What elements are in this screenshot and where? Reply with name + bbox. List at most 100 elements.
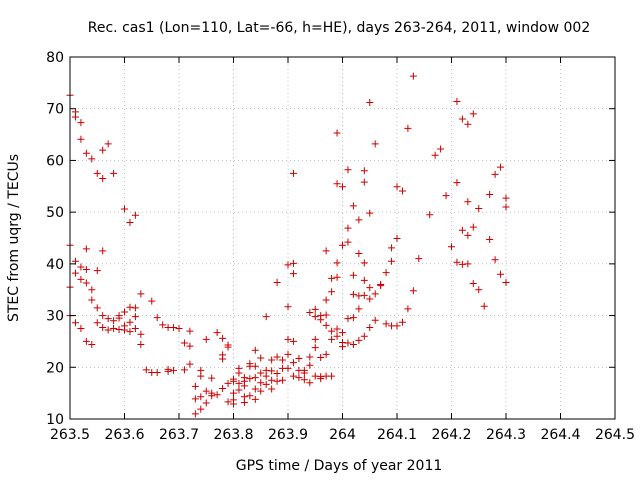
data-point [311,313,319,321]
data-point [382,269,390,277]
data-point [126,328,134,336]
data-point [437,145,445,153]
data-point [448,243,455,251]
data-point [219,355,227,363]
grid [70,57,615,419]
data-point [235,369,243,377]
data-point [360,167,368,175]
data-point [230,389,237,397]
x-tick-label: 264.1 [377,427,417,443]
data-point [284,303,292,311]
data-point [333,332,341,340]
data-point [257,369,265,377]
data-point [333,325,341,333]
data-point [328,327,336,335]
data-point [88,341,96,349]
data-point [240,398,248,406]
data-point [366,99,374,107]
data-point [317,353,325,361]
data-point [268,356,276,364]
data-point [170,323,178,331]
data-point [219,334,227,342]
data-point [360,259,368,267]
data-point [88,296,96,304]
data-point [464,120,472,128]
data-point [82,337,90,345]
data-point [115,314,123,322]
data-point [458,115,466,123]
data-point [121,322,128,330]
y-tick-label: 10 [46,412,64,428]
data-point [131,325,139,332]
data-point [344,339,352,347]
data-point [306,308,314,316]
data-point [344,238,352,246]
data-point [458,226,466,234]
data-point [377,282,385,290]
data-point [77,325,85,332]
data-point [409,72,417,80]
data-point [289,337,297,345]
data-point [404,305,412,313]
data-point [77,135,85,143]
data-point [344,315,352,323]
data-point [469,223,477,231]
data-point [202,387,210,395]
data-point [71,269,79,277]
data-point [131,211,139,219]
y-tick-label: 50 [46,205,64,221]
data-point [491,256,499,264]
data-point [497,270,505,278]
data-point [121,308,128,316]
data-point [453,179,461,187]
x-tick-label: 264 [329,427,356,443]
data-point [180,366,188,374]
data-point [180,339,188,347]
data-point [191,382,199,390]
data-point [251,385,259,393]
data-point [311,305,319,313]
data-point [115,326,123,334]
data-point [131,304,139,312]
data-point [71,113,79,121]
data-point [344,224,352,232]
data-point [349,290,357,298]
data-point [99,247,107,255]
data-point [88,286,96,294]
data-point [371,140,379,148]
data-point [213,329,221,337]
data-point [360,332,368,340]
data-point [273,369,281,377]
data-point [322,350,330,358]
y-tick-label: 30 [46,309,64,325]
data-point [284,261,292,269]
data-point [404,124,412,132]
data-point [371,316,379,324]
data-point [197,393,205,401]
data-point [77,275,85,283]
data-point [240,382,248,390]
data-point [306,353,314,361]
data-point [289,259,297,267]
data-point [289,169,297,177]
data-point [99,312,107,320]
axis-ticks: 263.5 263.6 263.7 263.8 263.9 264 264.1 264.2 26… [46,50,635,443]
data-point [213,391,221,399]
data-point [458,260,466,268]
data-point [273,353,281,361]
data-point [93,267,101,275]
data-point [366,323,374,331]
y-tick-label: 70 [46,102,64,118]
data-point [262,380,270,388]
data-point [137,330,145,338]
data-point [311,335,319,343]
data-point [360,276,368,284]
data-point [328,372,336,380]
data-point [289,372,297,380]
data-point [371,290,379,298]
plot-frame [69,56,616,420]
data-point [93,169,101,177]
data-point [251,346,259,354]
data-point [191,395,199,403]
